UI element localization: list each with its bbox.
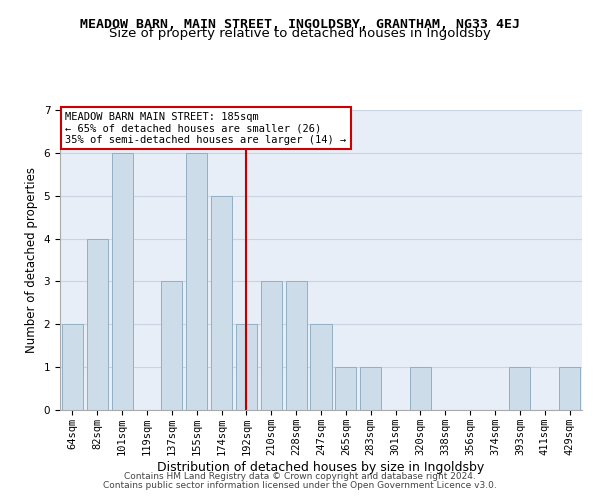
Bar (410, 367, 431, 410)
Bar (335, 367, 356, 410)
Bar (261, 282, 282, 410)
Text: Contains public sector information licensed under the Open Government Licence v3: Contains public sector information licen… (103, 481, 497, 490)
Y-axis label: Number of detached properties: Number of detached properties (25, 167, 38, 353)
Text: MEADOW BARN, MAIN STREET, INGOLDSBY, GRANTHAM, NG33 4EJ: MEADOW BARN, MAIN STREET, INGOLDSBY, GRA… (80, 18, 520, 30)
Bar (112, 153, 133, 410)
Bar (62, 324, 83, 410)
Bar (360, 367, 381, 410)
Text: Contains HM Land Registry data © Crown copyright and database right 2024.: Contains HM Land Registry data © Crown c… (124, 472, 476, 481)
Bar (286, 282, 307, 410)
Bar (186, 153, 207, 410)
Bar (509, 367, 530, 410)
Bar (310, 324, 332, 410)
Text: Size of property relative to detached houses in Ingoldsby: Size of property relative to detached ho… (109, 28, 491, 40)
Bar (161, 282, 182, 410)
Bar (87, 238, 108, 410)
Bar (236, 324, 257, 410)
Bar (559, 367, 580, 410)
X-axis label: Distribution of detached houses by size in Ingoldsby: Distribution of detached houses by size … (157, 460, 485, 473)
Bar (211, 196, 232, 410)
Text: MEADOW BARN MAIN STREET: 185sqm
← 65% of detached houses are smaller (26)
35% of: MEADOW BARN MAIN STREET: 185sqm ← 65% of… (65, 112, 346, 144)
